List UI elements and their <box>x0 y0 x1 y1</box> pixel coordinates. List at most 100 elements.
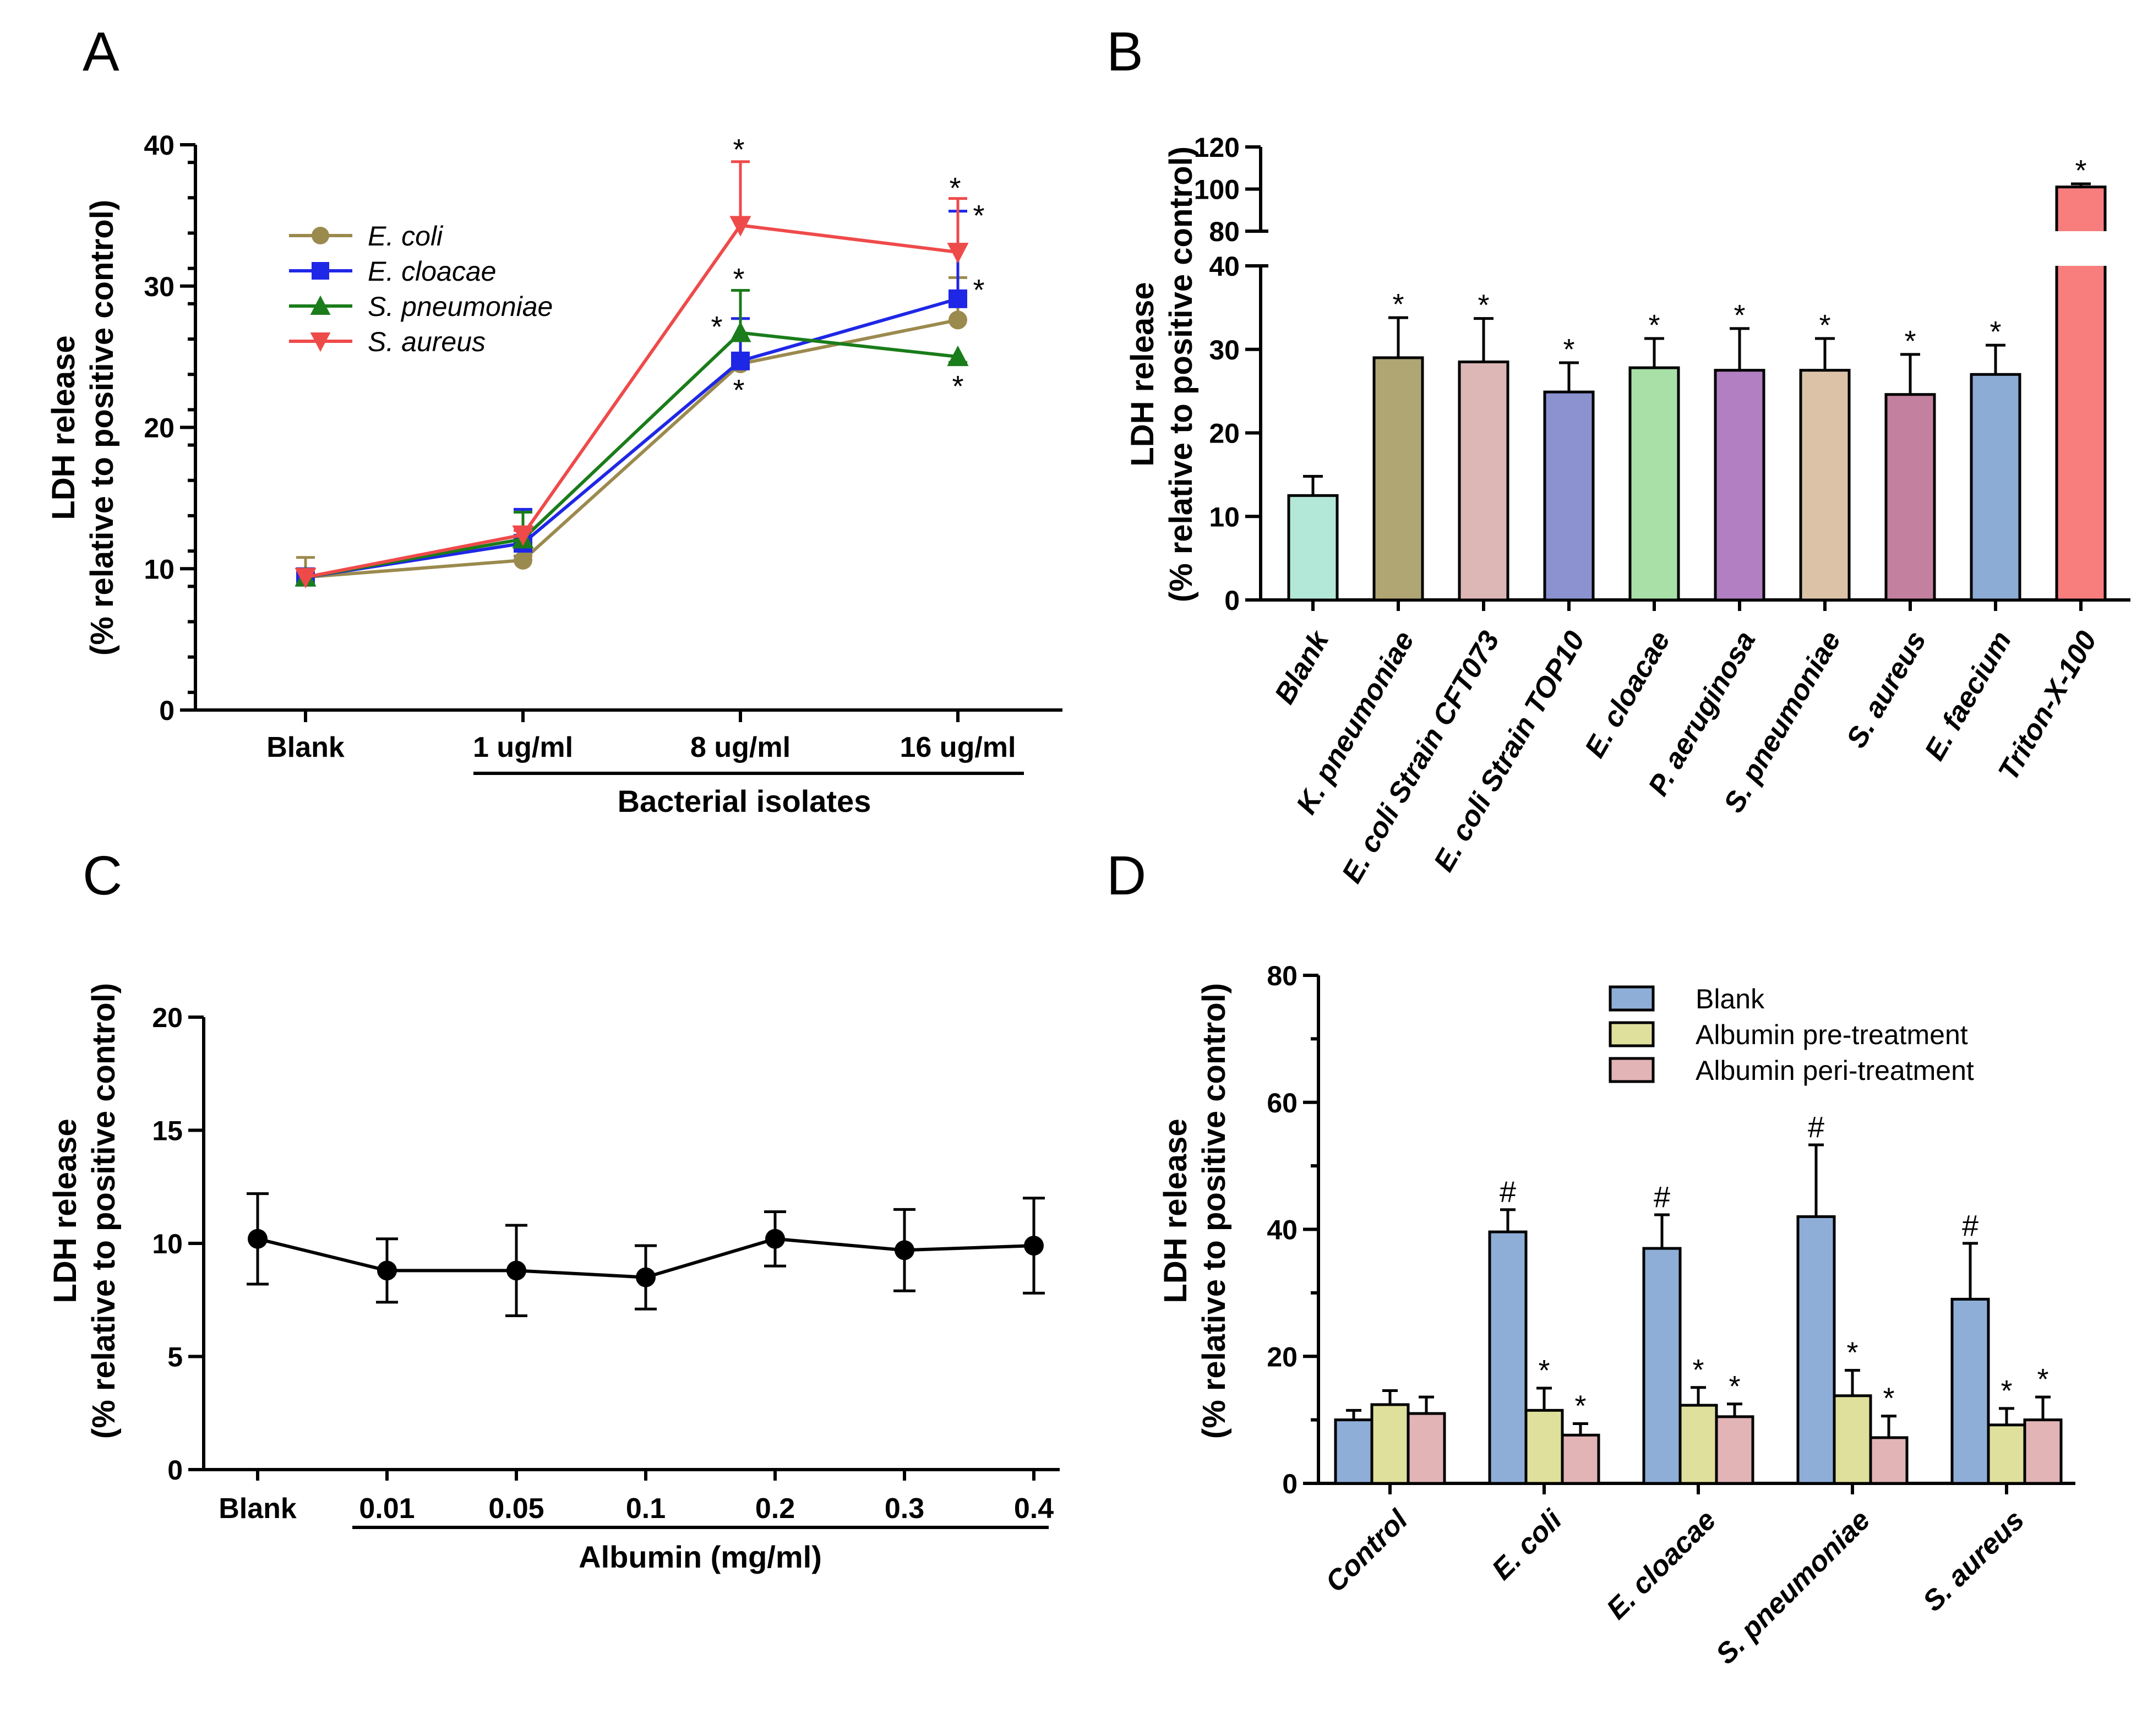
b-x-tick-label: E. cloacae <box>1579 626 1676 763</box>
a-point-2-2 <box>729 321 751 342</box>
b-x-tick-label: E. coli Strain TOP10 <box>1428 626 1591 877</box>
b-bar-8 <box>1970 373 2021 602</box>
b-y-tick-label: 40 <box>1209 251 1240 282</box>
a-legend-label-1: E. cloacae <box>368 256 496 287</box>
c-ylabel-line1: LDH release <box>47 1118 83 1303</box>
a-y-tick-label: 10 <box>144 554 175 585</box>
chart-c: 0 5 10 15 20 Blank 0.01 0.05 0.1 0.2 0.3 0.4 Albumin… <box>47 983 1060 1574</box>
a-legend-marker-1 <box>312 262 329 280</box>
d-x-tick-label: S. aureus <box>1917 1504 2031 1618</box>
c-point-6 <box>1024 1236 1044 1256</box>
b-bar-1 <box>1372 356 1424 602</box>
a-legend-label-2: S. pneumoniae <box>368 291 553 322</box>
a-point-3-1 <box>512 525 534 547</box>
c-y-tick-label: 20 <box>152 1002 183 1033</box>
d-legend-label-2: Albumin peri-treatment <box>1696 1055 1974 1086</box>
a-significance-star: * <box>733 374 744 407</box>
b-significance-star: * <box>1478 289 1489 322</box>
panel-label-a: A <box>83 21 119 83</box>
d-legend-swatch-0 <box>1609 985 1655 1012</box>
d-bar-1-2 <box>1678 1404 1718 1485</box>
d-y-tick-label: 40 <box>1267 1215 1298 1246</box>
b-y-tick-label: 0 <box>1224 585 1240 616</box>
d-significance-mark: * <box>2037 1363 2048 1396</box>
d-bar-0-0 <box>1334 1418 1373 1485</box>
a-significance-star: * <box>711 310 722 343</box>
b-ylabel-line2: (% relative to positive control) <box>1163 146 1199 602</box>
c-point-1 <box>377 1260 397 1281</box>
d-bar-1-3 <box>1833 1394 1872 1485</box>
d-significance-mark: * <box>1883 1382 1894 1415</box>
a-significance-star: * <box>973 199 984 232</box>
c-x-tick-label: 0.01 <box>359 1493 415 1525</box>
d-significance-mark: * <box>2001 1374 2012 1407</box>
d-y-tick-label: 0 <box>1282 1468 1298 1499</box>
d-legend-label-1: Albumin pre-treatment <box>1696 1019 1968 1050</box>
b-y-tick-label-upper: 120 <box>1194 132 1240 163</box>
a-significance-star: * <box>949 172 961 205</box>
d-x-tick-label: Control <box>1320 1503 1415 1598</box>
b-bar-0 <box>1287 494 1339 602</box>
c-point-2 <box>506 1260 526 1281</box>
a-xlabel: Bacterial isolates <box>618 784 871 818</box>
b-y-tick-label: 30 <box>1209 335 1240 365</box>
a-y-tick-label: 0 <box>159 695 175 726</box>
a-y-tick-label: 40 <box>144 130 175 161</box>
a-point-3-3 <box>947 243 969 264</box>
c-y-tick-label: 5 <box>167 1342 183 1373</box>
d-legend-swatch-2 <box>1609 1057 1655 1083</box>
d-ylabel-line1: LDH release <box>1158 1118 1193 1303</box>
d-bar-0-4 <box>1950 1297 1990 1485</box>
a-x-tick-label: Blank <box>266 731 345 763</box>
a-legend-label-0: E. coli <box>368 221 444 252</box>
b-significance-star: * <box>1734 299 1745 332</box>
b-x-tick-label: Blank <box>1268 624 1336 709</box>
a-legend-marker-2 <box>310 295 331 315</box>
a-point-0-3 <box>949 310 967 330</box>
d-y-tick-label: 60 <box>1267 1088 1298 1118</box>
d-significance-mark: # <box>1962 1209 1978 1242</box>
d-significance-mark: # <box>1500 1176 1516 1209</box>
a-significance-star: * <box>733 263 744 296</box>
chart-a: 0 10 20 30 40 Blank 1 ug/ml 8 ug/ml 16 ug/ml Bact… <box>46 130 1062 818</box>
b-bar-3 <box>1543 390 1595 602</box>
c-x-tick-label: 0.2 <box>755 1493 795 1525</box>
c-x-tick-label: Blank <box>219 1493 297 1525</box>
a-series-line-2 <box>305 331 958 579</box>
a-point-1-3 <box>949 289 967 308</box>
d-bar-1-1 <box>1524 1409 1564 1485</box>
b-significance-star: * <box>2075 154 2086 187</box>
d-x-tick-label: S. pneumoniae <box>1710 1504 1877 1671</box>
c-y-tick-label: 15 <box>152 1116 183 1147</box>
d-significance-mark: # <box>1808 1111 1824 1144</box>
a-significance-star: * <box>952 370 963 403</box>
b-x-tick-label: E. faecium <box>1918 626 2018 766</box>
b-bar-6 <box>1799 369 1851 602</box>
b-bar-7 <box>1884 393 1936 602</box>
c-ylabel-line2: (% relative to positive control) <box>86 983 122 1439</box>
b-y-tick-label: 20 <box>1209 418 1240 449</box>
a-point-1-2 <box>731 351 750 370</box>
d-bar-2-4 <box>2023 1418 2063 1485</box>
b-bar-4 <box>1628 366 1680 602</box>
b-y-tick-label: 10 <box>1209 501 1240 532</box>
chart-d: 0 20 40 60 80 LDH release (% relative to posit… <box>1158 960 2075 1671</box>
b-x-tick-label: S. aureus <box>1840 626 1932 754</box>
a-legend-marker-3 <box>310 332 331 352</box>
d-y-tick-label: 20 <box>1267 1341 1298 1372</box>
d-bar-1-4 <box>1987 1423 2026 1485</box>
c-y-tick-label: 10 <box>152 1229 183 1259</box>
panel-label-c: C <box>83 845 122 907</box>
a-point-3-0 <box>295 567 317 589</box>
d-y-tick-label: 80 <box>1267 960 1298 991</box>
b-significance-star: * <box>1904 325 1916 358</box>
c-x-tick-label: 0.4 <box>1014 1493 1054 1525</box>
b-bar-2 <box>1458 361 1509 602</box>
d-legend-label-0: Blank <box>1696 984 1765 1014</box>
d-significance-mark: * <box>1729 1370 1740 1403</box>
b-y-tick-label-upper: 100 <box>1194 174 1240 205</box>
a-point-3-2 <box>729 216 751 237</box>
d-x-tick-label: E. cloacae <box>1601 1504 1723 1625</box>
c-x-tick-label: 0.05 <box>488 1493 544 1525</box>
